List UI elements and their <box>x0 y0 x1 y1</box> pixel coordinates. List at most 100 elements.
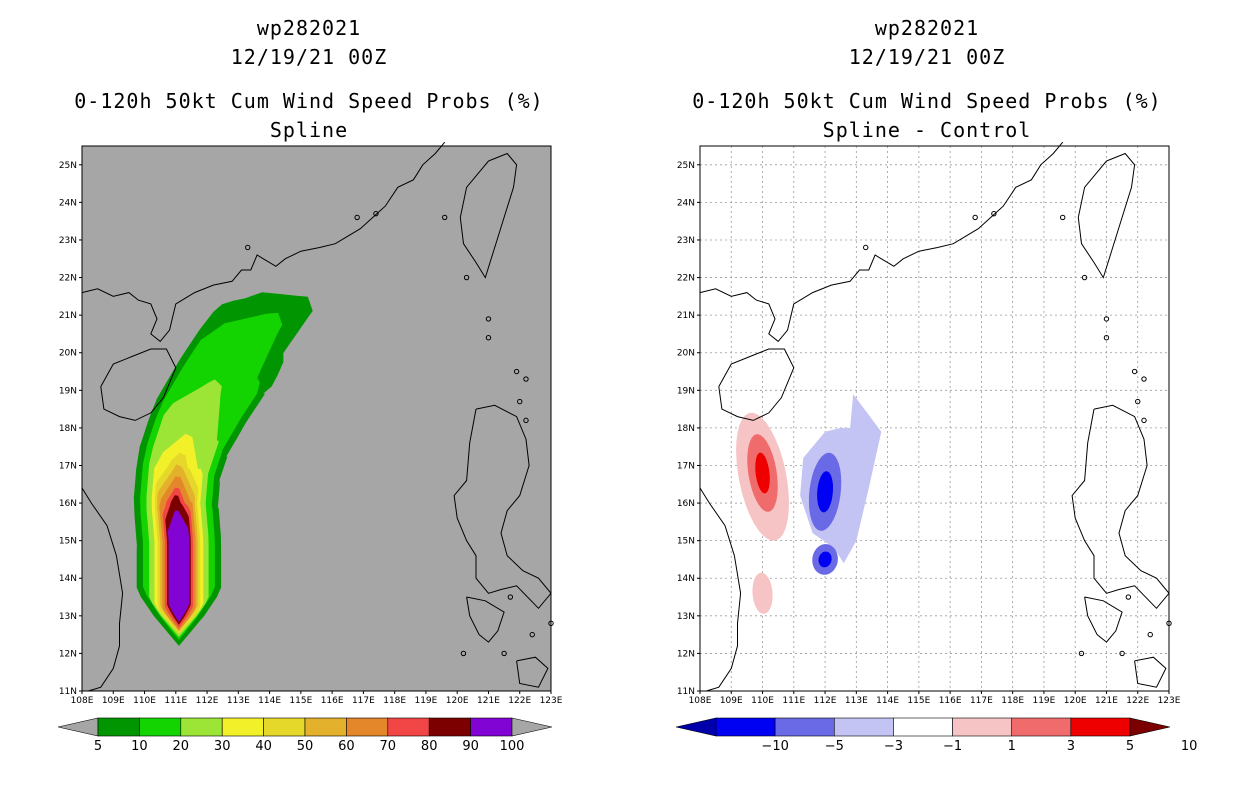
colorbar-swatch <box>470 717 513 737</box>
island-coast <box>1081 274 1088 281</box>
y-tick-label: 16N <box>59 499 77 509</box>
colorbar-swatch <box>833 717 894 737</box>
y-tick-label: 24N <box>677 198 695 208</box>
colorbar-level-label: −10 <box>761 739 788 754</box>
x-tick-label: 117E <box>352 696 375 706</box>
island-coast <box>441 214 448 221</box>
colorbar-swatch <box>221 717 264 737</box>
chart-subtitle: Spline - Control <box>822 118 1032 142</box>
y-tick-label: 18N <box>59 424 77 434</box>
y-tick-label: 19N <box>59 386 77 396</box>
right-panel: wp282021 12/19/21 00Z 0-120h 50kt Cum Wi… <box>618 0 1236 800</box>
y-tick-label: 21N <box>677 311 695 321</box>
x-tick-label: 112E <box>814 696 837 706</box>
colorbar-level-label: 70 <box>380 739 397 754</box>
colorbar-swatch <box>893 717 953 737</box>
colorbar-level-label: 5 <box>94 739 102 754</box>
panay-coast <box>1134 656 1167 688</box>
negative-diff-5-10 <box>817 471 833 513</box>
taiwan-coast <box>459 152 518 279</box>
y-tick-label: 18N <box>677 424 695 434</box>
x-tick-label: 122E <box>1126 696 1149 706</box>
y-tick-label: 24N <box>59 198 77 208</box>
colorbar-swatch <box>180 717 223 737</box>
y-tick-label: 13N <box>677 612 695 622</box>
x-tick-label: 123E <box>540 696 563 706</box>
island-coast <box>485 316 492 322</box>
island-coast <box>460 650 467 657</box>
colorbar-level-label: 40 <box>255 739 272 754</box>
storm-id-title: wp282021 <box>256 16 362 40</box>
x-tick-label: 110E <box>751 696 774 706</box>
x-tick-label: 113E <box>845 696 868 706</box>
x-tick-label: 108E <box>71 696 94 706</box>
storm-id-title: wp282021 <box>874 16 980 40</box>
coastlines <box>699 141 1172 692</box>
y-tick-label: 14N <box>59 574 77 584</box>
colorbar-swatch <box>263 717 306 737</box>
mindoro-coast <box>466 596 505 643</box>
x-tick-label: 115E <box>289 696 312 706</box>
difference-contours <box>736 394 882 614</box>
island-coast <box>529 631 535 638</box>
island-coast <box>1119 650 1125 657</box>
china-coast <box>81 141 446 343</box>
datetime-title: 12/19/21 00Z <box>230 45 388 69</box>
china-coast <box>699 141 1064 343</box>
island-coast <box>507 594 514 600</box>
y-tick-label: 17N <box>59 461 77 471</box>
island-coast <box>1078 650 1085 657</box>
y-tick-label: 15N <box>59 537 77 547</box>
colorbar-swatch <box>304 717 347 737</box>
chart-title: 0-120h 50kt Cum Wind Speed Probs (%) <box>692 89 1162 113</box>
mindoro-coast <box>1084 596 1123 643</box>
colorbar-level-label: 20 <box>173 739 190 754</box>
x-tick-label: 114E <box>876 696 899 706</box>
island-coast <box>523 376 529 382</box>
colorbar-swatch <box>715 717 776 737</box>
x-tick-label: 112E <box>196 696 219 706</box>
island-coast <box>1125 594 1132 600</box>
x-tick-label: 109E <box>102 696 125 706</box>
positive-diff-5-10 <box>755 452 770 494</box>
island-coast <box>1131 368 1138 375</box>
y-tick-label: 13N <box>59 612 77 622</box>
colorbar-swatch <box>346 717 389 737</box>
colorbar-under-triangle <box>57 717 99 737</box>
x-tick-label: 120E <box>1064 696 1087 706</box>
x-tick-label: 115E <box>907 696 930 706</box>
vietnam-coast <box>699 487 742 692</box>
colorbar-over-triangle <box>511 717 553 737</box>
colorbar-level-label: 50 <box>297 739 314 754</box>
probability-contours <box>133 292 313 646</box>
colorbar-level-label: 100 <box>500 739 525 754</box>
colorbar-level-label: 3 <box>1067 739 1075 754</box>
colorbar-level-label: 60 <box>338 739 355 754</box>
y-tick-label: 14N <box>677 574 695 584</box>
island-coast <box>863 244 869 251</box>
y-tick-label: 25N <box>677 161 695 171</box>
luzon-coast <box>453 404 552 610</box>
x-tick-label: 116E <box>939 696 962 706</box>
colorbar-swatch <box>774 717 835 737</box>
x-tick-label: 113E <box>227 696 250 706</box>
chart-subtitle: Spline <box>269 118 349 142</box>
difference-map: 108E 109E 110E 111E 112E 113E 114E 115E 116E 117E… <box>677 141 1181 706</box>
y-tick-label: 21N <box>59 311 77 321</box>
probability-colorbar: 5 10 20 30 40 50 60 70 80 90 100 <box>57 717 553 754</box>
y-tick-label: 19N <box>677 386 695 396</box>
y-tick-label: 17N <box>677 461 695 471</box>
island-coast <box>485 334 492 341</box>
island-coast <box>1135 398 1141 405</box>
colorbar-swatch <box>1011 717 1072 737</box>
y-tick-label: 20N <box>59 349 77 359</box>
y-tick-label: 23N <box>59 236 77 246</box>
y-tick-label: 22N <box>677 274 695 284</box>
island-coast <box>463 274 470 281</box>
x-tick-label: 121E <box>477 696 500 706</box>
colorbar-swatch <box>387 717 430 737</box>
x-tick-label: 111E <box>782 696 805 706</box>
island-coast <box>1141 376 1147 382</box>
colorbar-level-label: 1 <box>1008 739 1016 754</box>
map-background <box>700 146 1169 691</box>
